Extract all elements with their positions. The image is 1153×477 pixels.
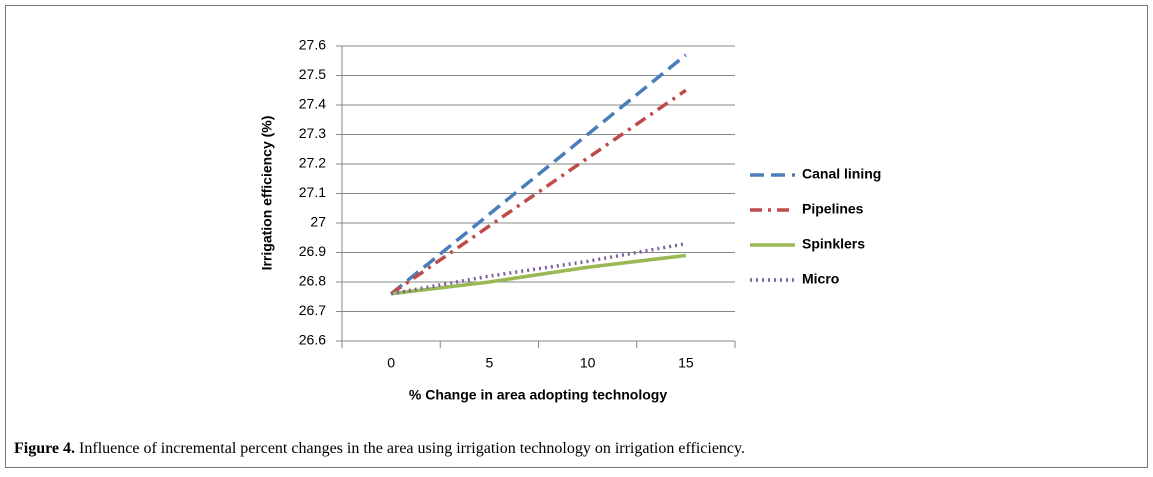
series-line [390,88,687,296]
y-tick-label: 27.5 [299,66,326,82]
y-tick-label: 26.6 [299,332,326,348]
legend-label: Spinklers [802,236,865,252]
y-tick-label: 27.1 [299,184,326,200]
x-tick-label: 10 [580,355,596,371]
caption: Figure 4. Influence of incremental percen… [14,440,745,457]
legend-label: Canal lining [802,166,881,182]
y-tick-label: 27 [310,214,326,230]
y-axis-title: Irrigation efficiency (%) [259,116,275,271]
caption-label: Figure 4. [14,440,75,457]
series-line [390,253,687,296]
x-tick-label: 5 [485,355,493,371]
y-tick-label: 26.9 [299,243,326,259]
y-tick-label: 26.8 [299,273,326,289]
y-tick-label: 27.2 [299,155,326,171]
legend-label: Micro [802,271,839,287]
y-tick-label: 26.7 [299,302,326,318]
series-line [390,53,687,296]
x-tick-label: 15 [678,355,694,371]
x-axis-title: % Change in area adopting technology [409,387,667,403]
figure-border [5,5,1148,468]
series-line [390,241,687,296]
caption-text: Influence of incremental percent changes… [79,440,745,457]
y-tick-label: 27.4 [299,96,326,112]
legend-label: Pipelines [802,201,864,217]
x-tick-label: 0 [387,355,395,371]
y-tick-label: 27.6 [299,37,326,53]
y-tick-label: 27.3 [299,125,326,141]
